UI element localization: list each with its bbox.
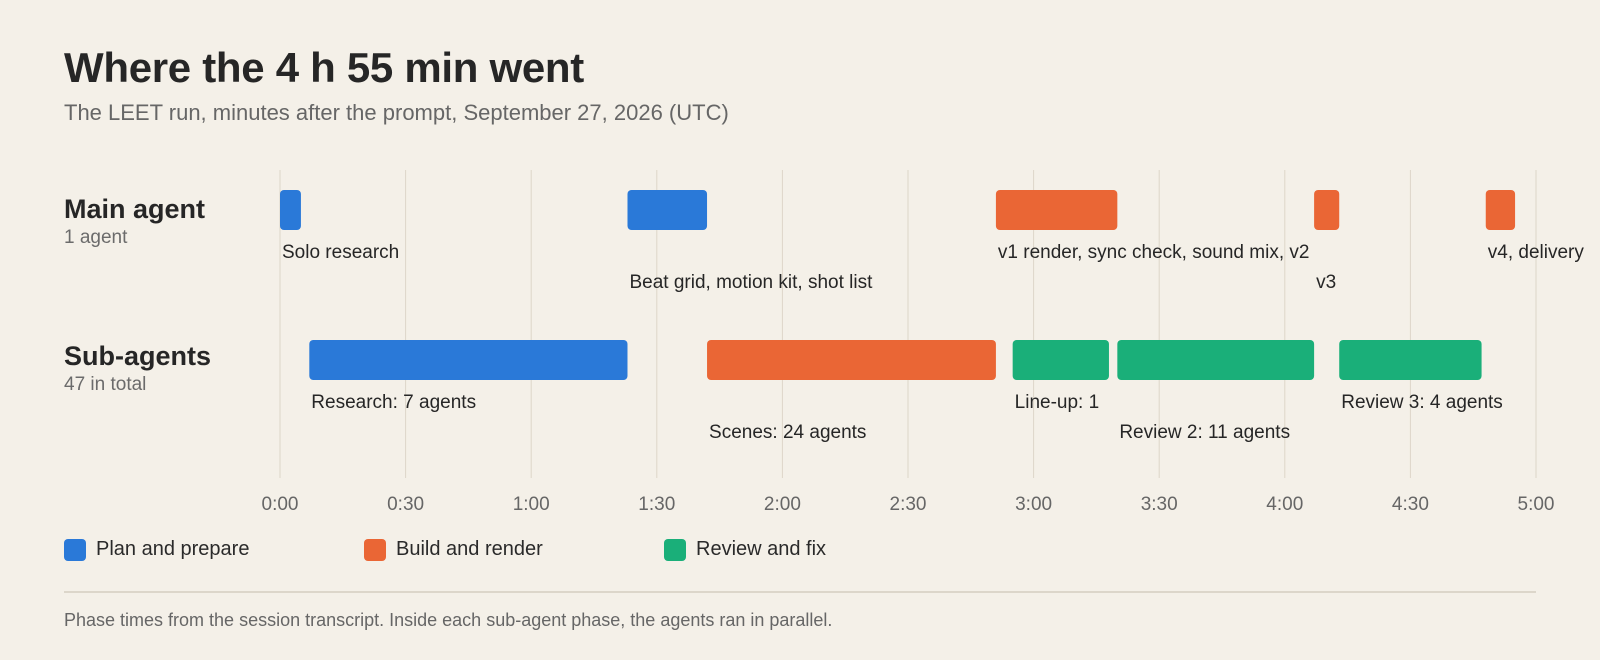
timeline-bar-label: v1 render, sync check, sound mix, v2 xyxy=(998,242,1310,263)
timeline-bar-label: Beat grid, motion kit, shot list xyxy=(629,272,873,293)
x-tick-label: 3:00 xyxy=(1015,494,1052,515)
timeline-bar xyxy=(1339,340,1482,380)
x-tick-label: 2:00 xyxy=(764,494,801,515)
timeline-chart: 0:00 0:30 1:00 1:30 2:00 2:30 3:00 3:30 4:00 4:30… xyxy=(262,170,1585,515)
timeline-bar xyxy=(1314,190,1340,230)
timeline-bar xyxy=(1485,190,1516,230)
row-label-main-agent: Main agent 1 agent xyxy=(64,193,205,249)
legend-swatch xyxy=(64,538,86,561)
legend-item-review: Review and fix xyxy=(664,538,826,561)
x-tick-label: 0:30 xyxy=(387,494,424,515)
timeline-bar-label: Solo research xyxy=(282,242,399,263)
timeline-bar-label: Review 3: 4 agents xyxy=(1341,392,1503,413)
chart-title: Where the 4 h 55 min went xyxy=(64,44,584,91)
x-tick-label: 4:00 xyxy=(1266,494,1303,515)
x-tick-label: 5:00 xyxy=(1518,494,1555,515)
chart-subtitle: The LEET run, minutes after the prompt, … xyxy=(64,100,729,125)
legend-label: Review and fix xyxy=(696,538,827,560)
legend-swatch xyxy=(364,538,386,561)
x-tick-label: 1:00 xyxy=(513,494,550,515)
timeline-bar-label: Review 2: 11 agents xyxy=(1119,422,1290,443)
timeline-bar-label: v3 xyxy=(1316,272,1336,293)
timeline-bar-label: Line-up: 1 xyxy=(1015,392,1100,413)
row-count: 1 agent xyxy=(64,227,128,248)
timeline-bar xyxy=(1012,340,1109,380)
x-tick-label: 4:30 xyxy=(1392,494,1429,515)
timeline-bar xyxy=(995,190,1118,230)
row-count: 47 in total xyxy=(64,374,147,395)
timeline-bar-label: Research: 7 agents xyxy=(311,392,476,413)
legend-swatch xyxy=(664,538,686,561)
footnote: Phase times from the session transcript.… xyxy=(64,610,833,630)
footer-divider xyxy=(64,591,1536,593)
legend-label: Plan and prepare xyxy=(96,538,250,560)
legend-item-plan: Plan and prepare xyxy=(64,538,249,561)
x-tick-label: 0:00 xyxy=(262,494,299,515)
timeline-bar xyxy=(280,190,301,230)
row-label-sub-agents: Sub-agents 47 in total xyxy=(64,340,211,396)
timeline-bar xyxy=(1117,340,1315,380)
timeline-bar-label: v4, delivery xyxy=(1488,242,1585,263)
timeline-bar xyxy=(627,190,708,230)
x-tick-label: 2:30 xyxy=(890,494,927,515)
legend-item-build: Build and render xyxy=(364,538,543,561)
timeline-bar xyxy=(309,340,628,380)
timeline-bar-label: Scenes: 24 agents xyxy=(709,422,866,443)
row-name: Sub-agents xyxy=(64,341,212,371)
timeline-bar xyxy=(707,340,996,380)
row-name: Main agent xyxy=(64,194,206,224)
x-tick-label: 3:30 xyxy=(1141,494,1178,515)
x-tick-label: 1:30 xyxy=(638,494,675,515)
legend-label: Build and render xyxy=(396,538,543,560)
